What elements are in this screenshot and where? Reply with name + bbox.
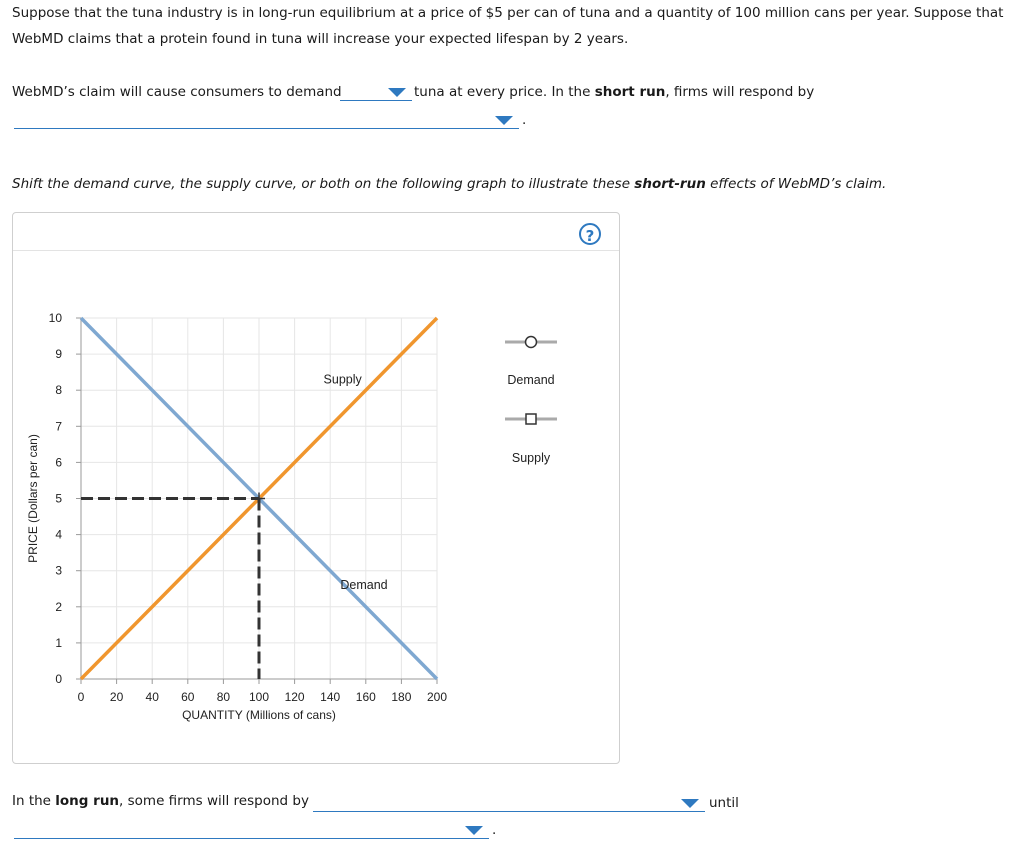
x-tick-label: 200 xyxy=(427,690,447,704)
x-tick-label: 0 xyxy=(78,690,85,704)
intro-line-1: Suppose that the tuna industry is in lon… xyxy=(12,5,1004,21)
y-tick-label: 7 xyxy=(55,419,62,433)
until-label: until xyxy=(709,795,739,811)
chevron-down-icon xyxy=(681,799,699,808)
long-run-until-dropdown[interactable] xyxy=(14,820,489,839)
help-icon[interactable]: ? xyxy=(579,223,601,245)
x-tick-label: 80 xyxy=(217,690,231,704)
chevron-down-icon xyxy=(465,826,483,835)
y-axis-title: PRICE (Dollars per can) xyxy=(26,434,40,563)
long-run-prompt: In the long run, some firms will respond… xyxy=(12,793,309,809)
y-tick-label: 6 xyxy=(55,455,62,469)
short-run-response-dropdown[interactable] xyxy=(14,110,519,129)
legend-supply-label: Supply xyxy=(512,451,551,465)
x-tick-label: 120 xyxy=(285,690,305,704)
demand-change-dropdown[interactable] xyxy=(340,82,412,101)
x-tick-label: 180 xyxy=(391,690,411,704)
y-tick-label: 10 xyxy=(49,311,63,325)
graph-panel: ? 0 1 2 3 4 5 6 7 8 9 10 0 20 40 60 80 100 120 140 160 180 20… xyxy=(12,212,620,764)
graph-instruction: Shift the demand curve, the supply curve… xyxy=(12,176,887,192)
x-tick-label: 100 xyxy=(249,690,269,704)
supply-tool-handle xyxy=(525,413,537,425)
chevron-down-icon xyxy=(388,88,406,97)
demand-tool-handle xyxy=(524,335,538,349)
demand-curve-label: Demand xyxy=(340,578,387,592)
y-tick-label: 8 xyxy=(55,383,62,397)
x-tick-label: 160 xyxy=(356,690,376,704)
x-tick-label: 20 xyxy=(110,690,124,704)
y-tick-label: 2 xyxy=(55,600,62,614)
y-tick-label: 1 xyxy=(55,636,62,650)
legend-demand-label: Demand xyxy=(507,373,554,387)
x-tick-label: 140 xyxy=(320,690,340,704)
y-tick-label: 3 xyxy=(55,564,62,578)
x-axis-title: QUANTITY (Millions of cans) xyxy=(182,708,336,722)
panel-header-divider xyxy=(13,250,619,251)
chevron-down-icon xyxy=(495,116,513,125)
intro-line-2: WebMD claims that a protein found in tun… xyxy=(12,31,629,47)
y-tick-label: 0 xyxy=(55,672,62,686)
y-tick-label: 4 xyxy=(55,528,62,542)
period-2: . xyxy=(492,822,497,838)
supply-curve-label: Supply xyxy=(324,372,363,386)
long-run-response-dropdown[interactable] xyxy=(313,793,705,812)
y-tick-label: 9 xyxy=(55,347,62,361)
short-run-prompt: tuna at every price. In the short run, f… xyxy=(414,84,815,100)
question-intro: Suppose that the tuna industry is in lon… xyxy=(12,0,1012,52)
demand-prompt: WebMD’s claim will cause consumers to de… xyxy=(12,84,342,100)
y-tick-label: 5 xyxy=(55,492,62,506)
x-tick-label: 60 xyxy=(181,690,195,704)
x-tick-label: 40 xyxy=(146,690,160,704)
period: . xyxy=(522,112,527,128)
